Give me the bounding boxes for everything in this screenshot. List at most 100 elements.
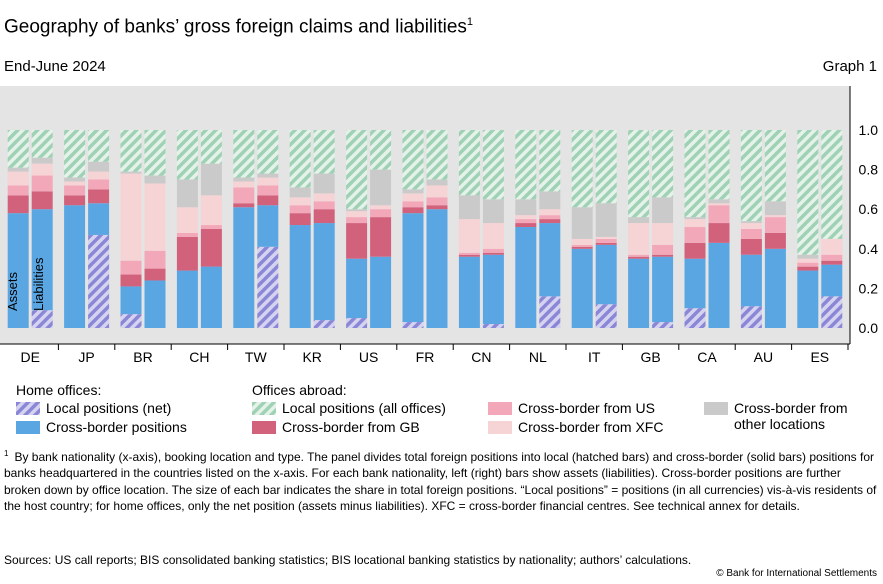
legend-item-local-net: Local positions (net) xyxy=(16,400,171,416)
bar-es-assets-local-all-offices xyxy=(797,130,819,255)
bar-us-assets-from-xfc xyxy=(346,211,368,218)
x-tick-label-jp: JP xyxy=(78,349,94,365)
bar-au-liabilities-from-gb xyxy=(764,232,786,249)
bar-us-assets-from-us xyxy=(346,217,368,224)
bar-es-liabilities-from-us xyxy=(821,254,843,261)
bar-ch-assets-from-gb xyxy=(176,236,198,271)
bar-kr-liabilities-from-xfc xyxy=(313,193,335,202)
copyright: © Bank for International Settlements xyxy=(716,568,877,579)
bar-ch-liabilities-local-all-offices xyxy=(200,130,222,164)
sources-note: Sources: US call reports; BIS consolidat… xyxy=(4,553,692,567)
bar-ca-assets-cross-border xyxy=(684,258,706,309)
bar-ch-liabilities-cross-border xyxy=(200,266,222,328)
x-tick-label-ca: CA xyxy=(697,349,717,365)
bar-de-liabilities-from-us xyxy=(31,175,53,192)
footnote: 1 By bank nationality (x-axis), booking l… xyxy=(4,449,877,514)
bar-us-assets-from-other xyxy=(346,209,368,212)
bar-au-liabilities-local-all-offices xyxy=(764,130,786,202)
bar-gb-assets-from-xfc xyxy=(628,223,650,255)
bar-de-assets-from-gb xyxy=(7,195,29,214)
x-tick-label-de: DE xyxy=(20,349,39,365)
bar-tw-assets-cross-border xyxy=(233,207,255,328)
bar-ch-assets-cross-border xyxy=(176,270,198,328)
bar-au-liabilities-from-us xyxy=(764,217,786,233)
bar-gb-assets-local-all-offices xyxy=(628,130,650,218)
x-tick-label-cn: CN xyxy=(471,349,491,365)
bar-us-liabilities-from-xfc xyxy=(370,205,392,210)
bar-gb-assets-cross-border xyxy=(628,258,650,328)
bar-de-liabilities-cross-border xyxy=(31,209,53,311)
bar-cn-assets-from-gb xyxy=(458,254,480,257)
bar-ca-liabilities-local-all-offices xyxy=(708,130,730,200)
bar-kr-assets-from-us xyxy=(289,205,311,214)
bar-br-liabilities-from-xfc xyxy=(144,183,166,251)
bar-de-assets-local-all-offices xyxy=(7,130,29,168)
bar-jp-assets-from-us xyxy=(64,185,86,196)
bar-au-assets-from-us xyxy=(740,229,762,239)
bar-cn-assets-cross-border xyxy=(458,256,480,328)
bar-tw-assets-from-gb xyxy=(233,203,255,208)
bar-fr-liabilities-from-xfc xyxy=(426,185,448,198)
bar-br-liabilities-from-us xyxy=(144,250,166,269)
bar-jp-assets-from-xfc xyxy=(64,181,86,186)
bar-es-assets-cross-border xyxy=(797,270,819,328)
legend-abroad-heading: Offices abroad: xyxy=(252,382,347,398)
bar-nl-liabilities-cross-border xyxy=(539,223,561,297)
bar-ca-assets-from-xfc xyxy=(684,219,706,228)
bar-br-assets-from-other xyxy=(120,171,142,174)
bar-tw-liabilities-local-net xyxy=(257,246,279,328)
chart-title: Geography of banks’ gross foreign claims… xyxy=(4,16,474,38)
bar-de-assets-from-us xyxy=(7,185,29,196)
x-tick-label-it: IT xyxy=(588,349,601,365)
bar-kr-liabilities-local-all-offices xyxy=(313,130,335,174)
bar-us-assets-cross-border xyxy=(346,258,368,319)
bar-tw-liabilities-from-xfc xyxy=(257,177,279,186)
bar-tw-liabilities-cross-border xyxy=(257,205,279,247)
bar-kr-assets-cross-border xyxy=(289,225,311,328)
bar-ch-assets-from-us xyxy=(176,232,198,237)
bar-us-assets-local-all-offices xyxy=(346,130,368,210)
chart-subtitle: End-June 2024 xyxy=(4,58,106,75)
bar-it-liabilities-local-all-offices xyxy=(595,130,617,204)
bar-br-assets-local-all-offices xyxy=(120,130,142,172)
bar-kr-liabilities-from-us xyxy=(313,201,335,210)
bar-au-liabilities-from-other xyxy=(764,201,786,216)
bar-au-assets-from-xfc xyxy=(740,223,762,229)
bar-es-liabilities-from-gb xyxy=(821,260,843,265)
bar-tw-liabilities-local-all-offices xyxy=(257,130,279,174)
bar-br-assets-cross-border xyxy=(120,286,142,315)
x-tick-label-tw: TW xyxy=(245,349,268,365)
bar-it-liabilities-cross-border xyxy=(595,244,617,305)
x-tick-label-au: AU xyxy=(754,349,773,365)
bar-cn-liabilities-local-all-offices xyxy=(482,130,504,200)
bar-nl-assets-cross-border xyxy=(515,227,537,328)
bar-jp-assets-local-all-offices xyxy=(64,130,86,178)
legend-item-from-us: Cross-border from US xyxy=(488,400,655,416)
bar-fr-liabilities-from-us xyxy=(426,197,448,206)
bar-de-assets-cross-border xyxy=(7,213,29,328)
legend-swatch-cross-border xyxy=(16,421,40,434)
bar-es-assets-from-other xyxy=(797,254,819,259)
bar-gb-liabilities-from-gb xyxy=(652,254,674,257)
stacked-bar-chart: 0.0 0.2 0.4 0.6 0.8 1.0 DE JP BR CH TW KR US FR CN NL I… xyxy=(0,86,879,365)
bar-jp-liabilities-local-all-offices xyxy=(88,130,110,162)
bar-tw-liabilities-from-us xyxy=(257,185,279,196)
bar-de-liabilities-from-other xyxy=(31,157,53,164)
bar-au-assets-from-other xyxy=(740,221,762,224)
bar-nl-liabilities-local-all-offices xyxy=(539,130,561,192)
bar-it-assets-from-gb xyxy=(571,246,593,249)
bar-br-liabilities-from-gb xyxy=(144,268,166,281)
plot-background xyxy=(0,86,850,344)
y-tick-label: 0.6 xyxy=(859,201,879,217)
bar-nl-assets-from-gb xyxy=(515,223,537,228)
bar-fr-assets-from-other xyxy=(402,189,424,194)
bar-ca-liabilities-cross-border xyxy=(708,242,730,328)
bar-cn-assets-from-other xyxy=(458,195,480,220)
bar-us-liabilities-from-gb xyxy=(370,217,392,257)
bar-nl-assets-from-xfc xyxy=(515,215,537,220)
bar-de-assets-from-other xyxy=(7,167,29,172)
bar-cn-liabilities-from-xfc xyxy=(482,223,504,249)
bar-br-assets-from-us xyxy=(120,260,142,275)
bar-gb-liabilities-from-xfc xyxy=(652,223,674,245)
legend-swatch-from-xfc xyxy=(488,421,512,434)
